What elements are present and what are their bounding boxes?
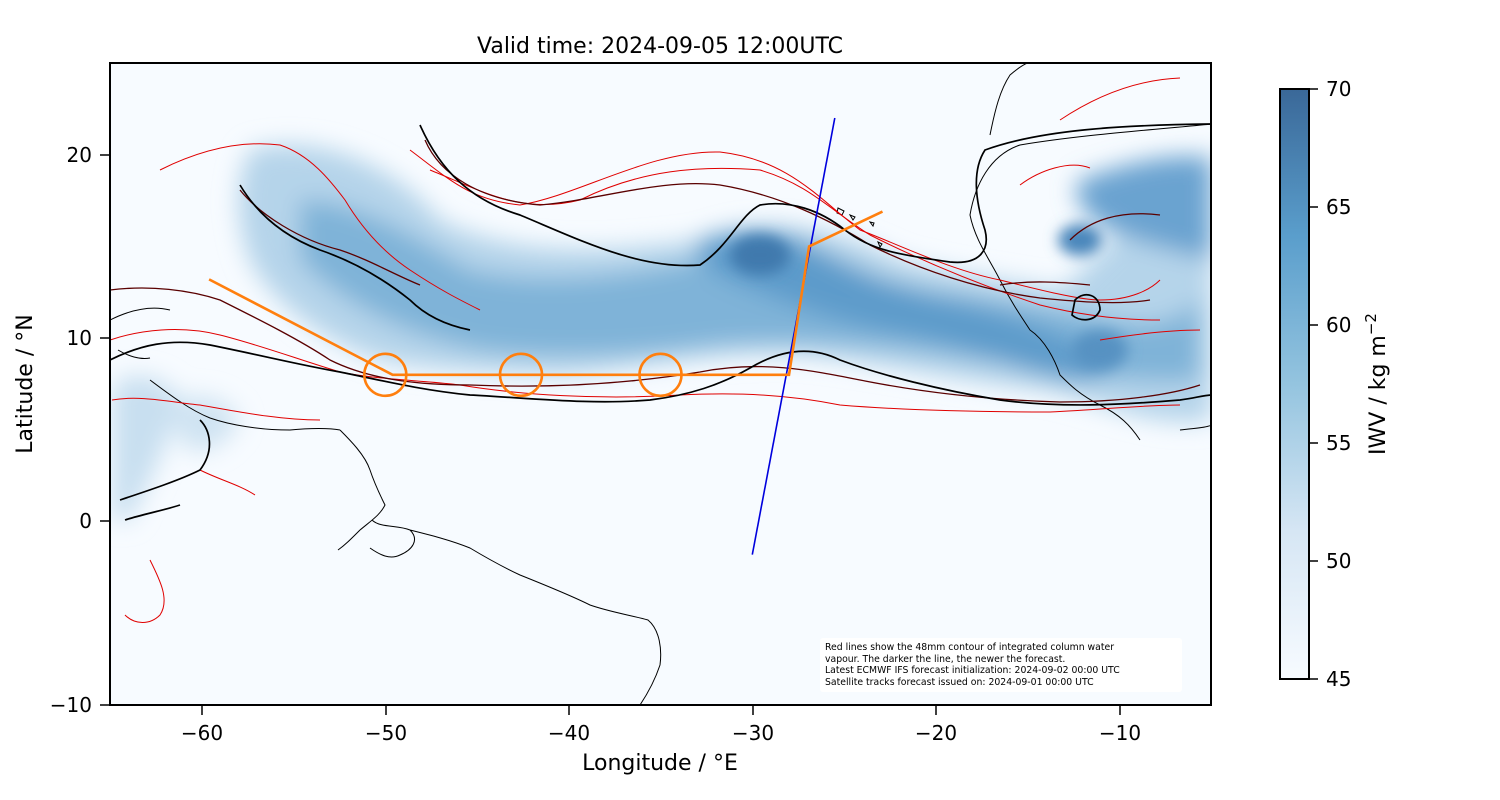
x-axis [201, 705, 1121, 715]
annotation-line: Red lines show the 48mm contour of integ… [825, 642, 1115, 653]
x-tick-label: −60 [181, 721, 223, 745]
iwv-field [112, 144, 1211, 520]
colorbar-tick-label: 70 [1326, 77, 1351, 101]
colorbar-frame [1279, 88, 1310, 680]
y-tick-label: 0 [79, 509, 92, 533]
annotation-line: Latest ECMWF IFS forecast initialization… [825, 665, 1120, 676]
y-tick-label: 10 [67, 326, 92, 350]
x-tick-labels: −60 −50 −40 −30 −20 −10 [181, 721, 1141, 745]
colorbar [1280, 89, 1309, 679]
y-axis-label: Latitude / °N [13, 314, 38, 453]
x-tick-label: −10 [1099, 721, 1141, 745]
y-tick-labels: 20 10 0 −10 [50, 143, 92, 717]
annotation-line: vapour. The darker the line, the newer t… [825, 653, 1066, 665]
iwv-contours-old [110, 77, 1201, 623]
annotation-box: Red lines show the 48mm contour of integ… [820, 638, 1182, 692]
flight-circle-2 [498, 352, 544, 398]
flight-track [208, 210, 884, 377]
y-axis [100, 154, 110, 706]
colorbar-tick-label: 45 [1326, 667, 1351, 691]
satellite-track [751, 117, 836, 555]
x-axis-label: Longitude / °E [582, 751, 738, 776]
x-tick-label: −50 [365, 721, 407, 745]
x-tick-label: −30 [732, 721, 774, 745]
chart-title: Valid time: 2024-09-05 12:00UTC [477, 34, 843, 59]
y-tick-label: −10 [50, 693, 92, 717]
colorbar-ticks [1309, 88, 1318, 680]
x-tick-label: −20 [915, 721, 957, 745]
colorbar-label: IWV / kg m−2 [1362, 313, 1391, 455]
map-frame [109, 62, 1212, 706]
annotation-line: Satellite tracks forecast issued on: 202… [825, 676, 1094, 688]
flight-circle-1 [362, 352, 408, 398]
map-area [110, 63, 1211, 705]
colorbar-tick-label: 60 [1326, 313, 1351, 337]
south-america-coastline [337, 429, 662, 705]
colorbar-tick-label: 65 [1326, 195, 1351, 219]
x-tick-label: −40 [548, 721, 590, 745]
colorbar-tick-label: 55 [1326, 431, 1351, 455]
colorbar-tick-labels: 70 65 60 55 50 45 [1326, 77, 1351, 691]
caribbean-coastline [110, 307, 341, 431]
flight-circles [362, 352, 683, 398]
y-tick-label: 20 [67, 143, 92, 167]
flight-circle-3 [638, 352, 683, 398]
africa-north-coastline [989, 63, 1029, 136]
colorbar-tick-label: 50 [1326, 549, 1351, 573]
